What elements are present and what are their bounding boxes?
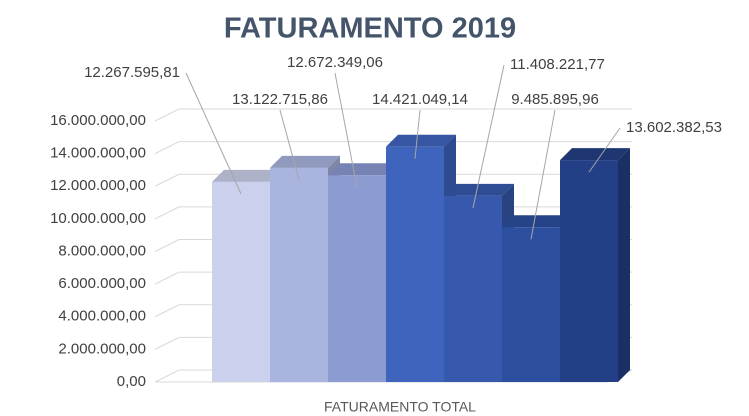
leader-line	[414, 109, 421, 159]
grid-line	[154, 141, 632, 155]
leader-line	[279, 109, 300, 181]
leader-line	[588, 127, 621, 173]
y-tick-label: 4.000.000,00	[58, 308, 146, 325]
data-label: 12.672.349,06	[287, 54, 383, 71]
bar-top	[270, 155, 340, 168]
bar	[270, 167, 328, 382]
bar-top	[328, 163, 398, 176]
data-label: 11.408.221,77	[510, 56, 605, 73]
chart-title: FATURAMENTO 2019	[224, 13, 516, 45]
bar-top	[212, 169, 282, 182]
bar-top	[502, 215, 572, 228]
leader-line	[472, 64, 505, 209]
grid-line	[154, 108, 632, 122]
bar-top	[560, 148, 630, 161]
leader-line	[334, 72, 358, 188]
data-label: 14.421.049,14	[372, 91, 468, 108]
y-tick-label: 0,00	[117, 373, 146, 390]
leader-line	[185, 72, 242, 195]
bar	[444, 195, 502, 382]
leader-line	[530, 109, 556, 240]
x-category-label: FATURAMENTO TOTAL	[324, 399, 476, 415]
bar	[328, 175, 386, 382]
bar	[502, 227, 560, 382]
y-tick-label: 12.000.000,00	[50, 177, 146, 194]
bar-side	[618, 148, 630, 382]
data-label: 13.122.715,86	[232, 91, 328, 108]
data-label: 9.485.895,96	[511, 91, 599, 108]
bar	[386, 146, 444, 382]
data-label: 13.602.382,53	[626, 119, 722, 136]
y-tick-label: 10.000.000,00	[50, 210, 146, 227]
data-label: 12.267.595,81	[84, 64, 180, 81]
y-tick-label: 16.000.000,00	[50, 112, 146, 129]
y-tick-label: 14.000.000,00	[50, 145, 146, 162]
bar	[212, 181, 270, 382]
y-tick-label: 6.000.000,00	[58, 275, 146, 292]
bar-top	[386, 134, 456, 147]
bar-top	[444, 183, 514, 196]
y-tick-label: 8.000.000,00	[58, 242, 146, 259]
bar	[560, 160, 618, 382]
y-tick-label: 2.000.000,00	[58, 340, 146, 357]
grid-line	[154, 173, 632, 187]
